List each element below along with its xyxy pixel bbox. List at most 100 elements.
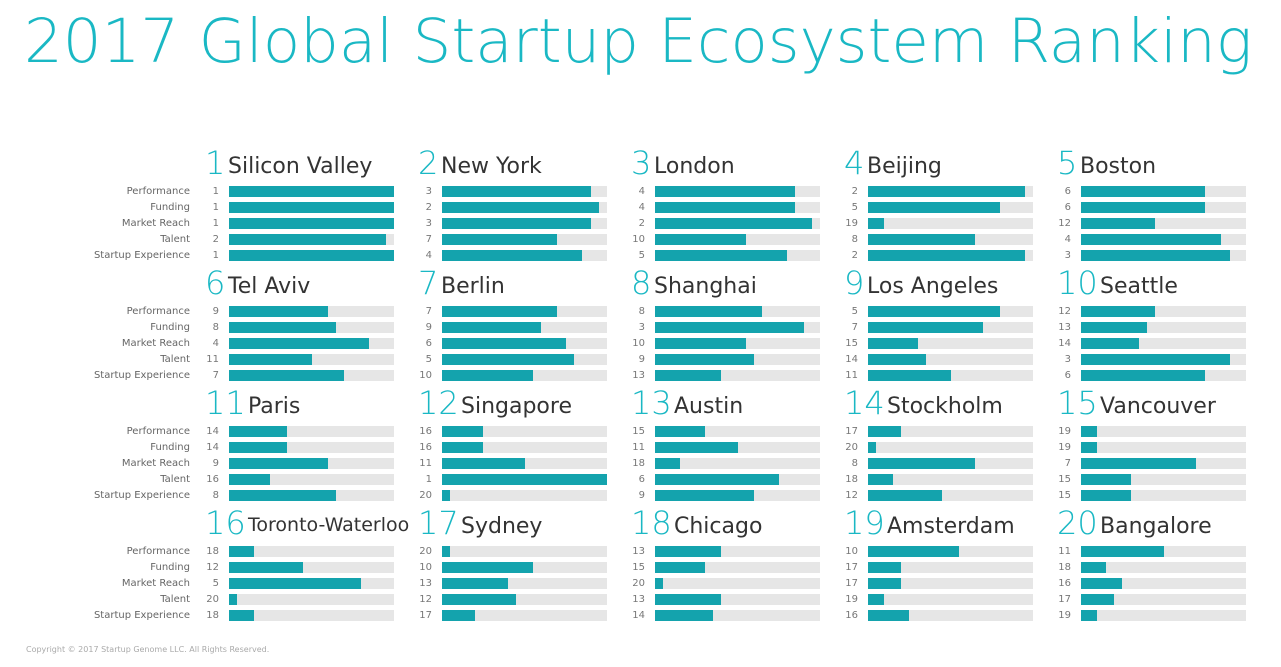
bar-fill — [442, 546, 450, 557]
bar-track — [655, 474, 820, 485]
metric-rank-value: 14 — [1058, 338, 1071, 349]
metric-rank-value: 2 — [638, 218, 645, 229]
overall-rank: 7 — [418, 264, 439, 302]
metric-label: Talent — [160, 354, 190, 365]
bar-track — [442, 546, 607, 557]
metric-label: Funding — [150, 442, 190, 453]
bar-fill — [655, 458, 680, 469]
bar-track — [1081, 562, 1246, 573]
overall-rank: 14 — [844, 384, 885, 422]
metric-label: Startup Experience — [93, 610, 190, 621]
overall-rank: 10 — [1057, 264, 1098, 302]
metric-rank-value: 1 — [212, 202, 219, 213]
bar-fill — [1081, 458, 1196, 469]
bar-track — [868, 458, 1033, 469]
bar-track — [868, 338, 1033, 349]
bar-fill — [442, 562, 533, 573]
bar-fill — [868, 578, 901, 589]
bar-fill — [868, 474, 893, 485]
metric-rank-value: 3 — [425, 186, 432, 197]
metric-rank-value: 19 — [845, 218, 858, 229]
overall-rank: 9 — [844, 264, 865, 302]
bar-fill — [1081, 186, 1205, 197]
bar-fill — [655, 442, 738, 453]
metric-rank-value: 20 — [419, 490, 432, 501]
bar-track — [868, 426, 1033, 437]
overall-rank: 8 — [631, 264, 652, 302]
bar-fill — [655, 594, 721, 605]
copyright-notice: Copyright © 2017 Startup Genome LLC. All… — [26, 645, 270, 654]
bar-track — [442, 370, 607, 381]
bar-fill — [442, 370, 533, 381]
ecosystem-name: Singapore — [461, 394, 572, 419]
metric-label: Performance — [126, 186, 190, 197]
metric-rank-value: 3 — [638, 322, 645, 333]
metric-rank-value: 12 — [1058, 218, 1071, 229]
bar-fill — [868, 186, 1025, 197]
metric-rank-value: 7 — [212, 370, 219, 381]
bar-fill — [442, 442, 483, 453]
bar-fill — [655, 338, 746, 349]
metric-rank-value: 4 — [1064, 234, 1071, 245]
metric-rank-value: 20 — [206, 594, 219, 605]
metric-rank-value: 1 — [212, 186, 219, 197]
bar-fill — [229, 474, 270, 485]
metric-rank-value: 12 — [845, 490, 858, 501]
bar-fill — [442, 610, 475, 621]
bar-fill — [655, 202, 795, 213]
metric-label: Market Reach — [121, 338, 190, 349]
bar-fill — [1081, 578, 1122, 589]
bar-track — [655, 322, 820, 333]
metric-rank-value: 11 — [1058, 546, 1071, 557]
bar-track — [868, 234, 1033, 245]
metric-rank-value: 19 — [1058, 426, 1071, 437]
metric-rank-value: 4 — [638, 186, 645, 197]
ecosystem-name: London — [654, 154, 735, 179]
metric-rank-value: 3 — [1064, 250, 1071, 261]
bar-fill — [868, 322, 983, 333]
bar-track — [655, 458, 820, 469]
metric-rank-value: 13 — [632, 370, 645, 381]
bar-track — [229, 490, 394, 501]
metric-rank-value: 11 — [845, 370, 858, 381]
bar-fill — [868, 610, 909, 621]
bar-fill — [1081, 218, 1155, 229]
overall-rank: 12 — [418, 384, 459, 422]
metric-rank-value: 6 — [638, 474, 645, 485]
bar-fill — [442, 338, 566, 349]
metric-rank-value: 8 — [212, 322, 219, 333]
bar-track — [442, 202, 607, 213]
bar-track — [655, 186, 820, 197]
bar-fill — [229, 610, 254, 621]
ecosystem-name: Sydney — [461, 514, 543, 539]
bar-fill — [442, 202, 599, 213]
metric-label: Startup Experience — [93, 370, 190, 381]
bar-track — [229, 370, 394, 381]
bar-fill — [1081, 370, 1205, 381]
bar-track — [868, 322, 1033, 333]
bar-track — [229, 458, 394, 469]
bar-track — [442, 490, 607, 501]
bar-track — [1081, 474, 1246, 485]
bar-track — [442, 442, 607, 453]
bar-track — [868, 186, 1033, 197]
bar-fill — [229, 250, 394, 261]
bar-fill — [442, 186, 591, 197]
bar-track — [442, 562, 607, 573]
metric-rank-value: 13 — [419, 578, 432, 589]
ecosystem-name: New York — [441, 154, 542, 179]
bar-fill — [655, 546, 721, 557]
bar-track — [1081, 250, 1246, 261]
bar-track — [868, 250, 1033, 261]
bar-fill — [1081, 442, 1097, 453]
bar-track — [655, 594, 820, 605]
bar-fill — [229, 578, 361, 589]
ecosystem-name: Silicon Valley — [228, 154, 373, 179]
metric-rank-value: 5 — [638, 250, 645, 261]
overall-rank: 17 — [418, 504, 459, 542]
metric-label: Talent — [160, 234, 190, 245]
ecosystem-name: Chicago — [674, 514, 763, 539]
bar-fill — [229, 322, 336, 333]
metric-rank-value: 20 — [419, 546, 432, 557]
metric-rank-value: 5 — [425, 354, 432, 365]
